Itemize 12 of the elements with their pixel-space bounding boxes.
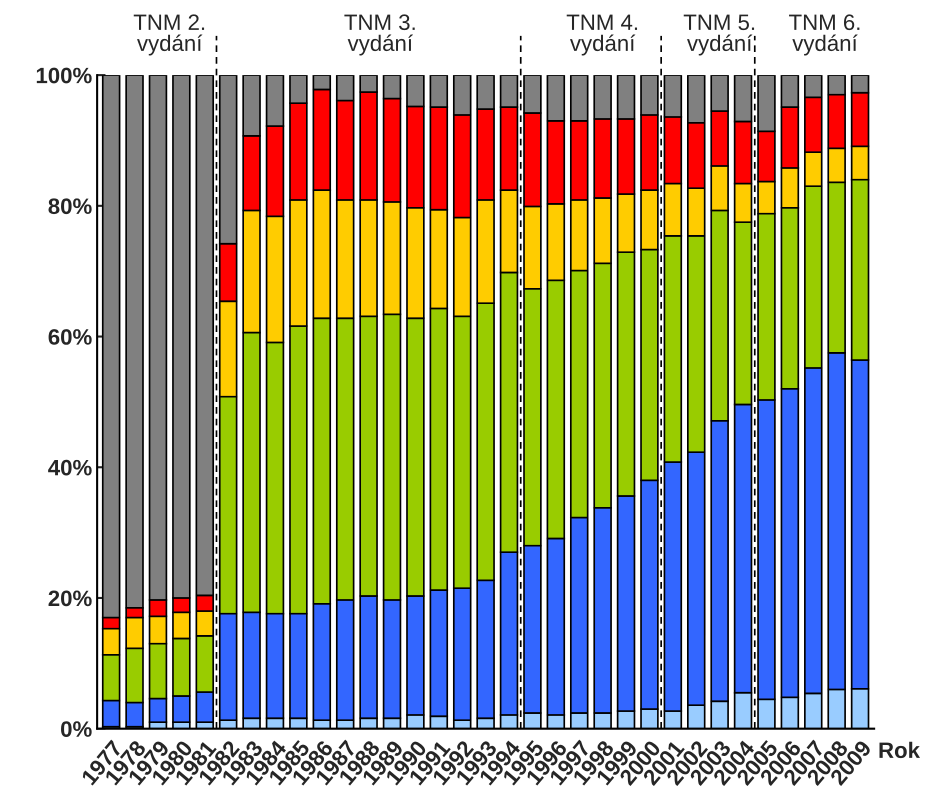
text: TNM 6. vydání <box>789 14 860 56</box>
y-tick-label: 60% <box>48 329 92 345</box>
y-tick-label: 100% <box>36 68 92 84</box>
text: TNM 5. vydání <box>684 14 754 56</box>
y-tick-label: 0% <box>61 721 92 737</box>
text: TNM 4. vydání <box>566 14 638 56</box>
text: TNM 2. vydání <box>134 14 204 56</box>
x-axis-title: Rok <box>879 742 920 758</box>
y-tick-label: 40% <box>48 460 92 476</box>
y-tick-label: 80% <box>48 198 92 214</box>
text: TNM 3. vydání <box>344 14 415 56</box>
y-tick-label: 20% <box>48 590 92 606</box>
